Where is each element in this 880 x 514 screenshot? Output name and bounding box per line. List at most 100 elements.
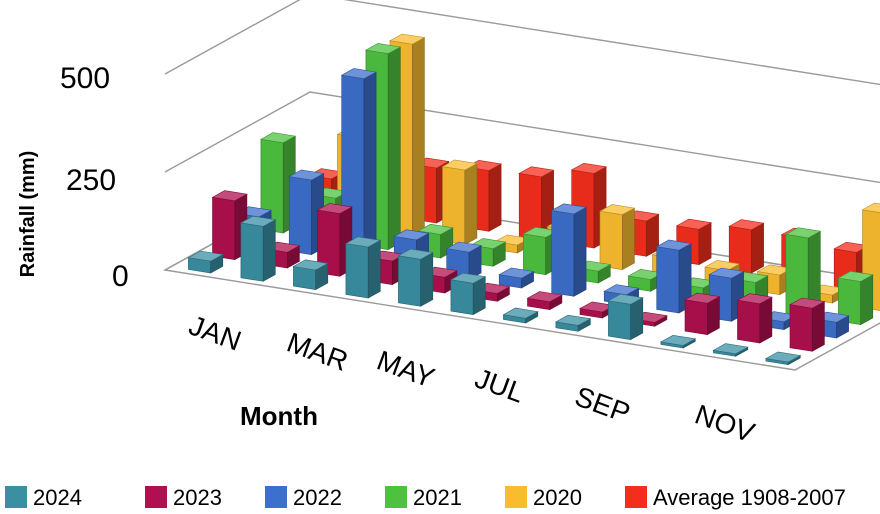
bar-top-face <box>526 291 563 303</box>
bar <box>764 351 802 366</box>
bar-top-face <box>712 343 749 355</box>
legend-swatch <box>625 486 647 508</box>
legend-swatch <box>265 486 287 508</box>
bar <box>187 250 224 274</box>
bar-front-face <box>789 304 813 352</box>
bar-top-face <box>211 190 248 202</box>
legend-swatch <box>145 486 167 508</box>
bar-top-face <box>554 314 592 326</box>
bar-side-face <box>759 296 773 344</box>
x-tick-label: JAN <box>185 310 245 357</box>
bar-top-face <box>570 162 608 174</box>
bar <box>655 239 693 314</box>
bar <box>316 203 353 277</box>
x-tick-label: NOV <box>691 399 759 449</box>
bar-side-face <box>698 222 712 266</box>
bar-front-face <box>551 210 575 297</box>
bar-side-face <box>488 163 502 232</box>
bar-front-face <box>212 196 236 260</box>
bar-front-face <box>240 222 264 282</box>
bar-top-face <box>417 223 454 235</box>
x-tick-label: MAY <box>373 345 439 394</box>
bar-top-face <box>288 169 325 181</box>
bar-side-face <box>630 297 644 341</box>
legend-label: 2020 <box>533 485 582 510</box>
bar-top-face <box>502 307 539 319</box>
bar-top-face <box>389 33 426 45</box>
bar-front-face <box>523 233 547 275</box>
bar <box>498 267 535 289</box>
bar-front-face <box>450 279 474 315</box>
bar-top-face <box>364 43 402 54</box>
bar <box>554 314 592 332</box>
bar-front-face <box>599 210 623 270</box>
bar-front-face <box>288 176 312 255</box>
bar-side-face <box>573 206 587 297</box>
bar-side-face <box>811 300 825 352</box>
bar-front-face <box>737 299 761 344</box>
bar-top-face <box>659 334 697 346</box>
x-tick-label: JUL <box>471 363 528 409</box>
bar <box>518 166 555 241</box>
bar-side-face <box>464 162 478 246</box>
legend-swatch <box>5 486 27 508</box>
legend-label: Average 1908-2007 <box>653 485 846 510</box>
bar-side-face <box>860 274 874 326</box>
bar-top-face <box>340 68 378 80</box>
bar <box>728 219 765 274</box>
bar-side-face <box>420 252 434 307</box>
bar-top-face <box>599 204 636 216</box>
gridline <box>164 91 880 184</box>
bar <box>736 293 773 344</box>
legend-item: 2020 <box>505 485 582 510</box>
bar-top-face <box>449 272 487 284</box>
legend-item: 2022 <box>265 485 342 510</box>
bar <box>712 343 749 357</box>
bar-top-face <box>441 159 478 171</box>
bar-top-face <box>789 297 826 309</box>
y-tick-label: 500 <box>60 62 110 95</box>
bar-top-face <box>393 229 430 241</box>
legend-label: 2022 <box>293 485 342 510</box>
bar-top-face <box>445 241 483 253</box>
bar-top-face <box>861 202 880 213</box>
x-axis-title: Month <box>240 401 318 431</box>
bar-front-face <box>684 299 708 335</box>
bar-top-face <box>603 284 640 296</box>
bar-top-face <box>498 267 535 279</box>
bar <box>659 334 697 349</box>
bar <box>344 236 382 299</box>
bar-side-face <box>411 36 425 237</box>
bar-side-face <box>751 222 764 274</box>
bar <box>599 204 636 271</box>
x-tick-label: MAR <box>283 327 352 377</box>
bar-top-face <box>764 351 802 363</box>
legend-swatch <box>385 486 407 508</box>
bar-top-face <box>837 270 874 282</box>
bar <box>789 297 826 352</box>
bar-top-face <box>728 219 765 231</box>
gridline <box>164 0 880 86</box>
bar-front-face <box>656 246 680 314</box>
bar-top-face <box>344 236 382 248</box>
bar-side-face <box>621 207 635 271</box>
bar-top-face <box>316 203 353 214</box>
bar-side-face <box>387 46 401 251</box>
legend: 2024 2023 2022 2021 2020 Average 1908-2007 <box>5 485 846 510</box>
y-tick-label: 0 <box>112 260 129 293</box>
bar-top-face <box>259 132 297 144</box>
legend-label: 2021 <box>413 485 462 510</box>
bar-side-face <box>363 71 377 264</box>
bar-side-face <box>262 219 276 282</box>
bar-top-face <box>550 203 588 215</box>
legend-swatch <box>505 486 527 508</box>
legend-item: 2024 <box>5 485 82 510</box>
bar <box>441 159 478 246</box>
legend-label: 2024 <box>33 485 82 510</box>
bar <box>684 292 721 336</box>
x-tick-label: SEP <box>571 381 634 429</box>
bar-top-face <box>736 293 773 305</box>
bar-top-face <box>239 215 277 227</box>
bar-top-face <box>187 250 224 262</box>
